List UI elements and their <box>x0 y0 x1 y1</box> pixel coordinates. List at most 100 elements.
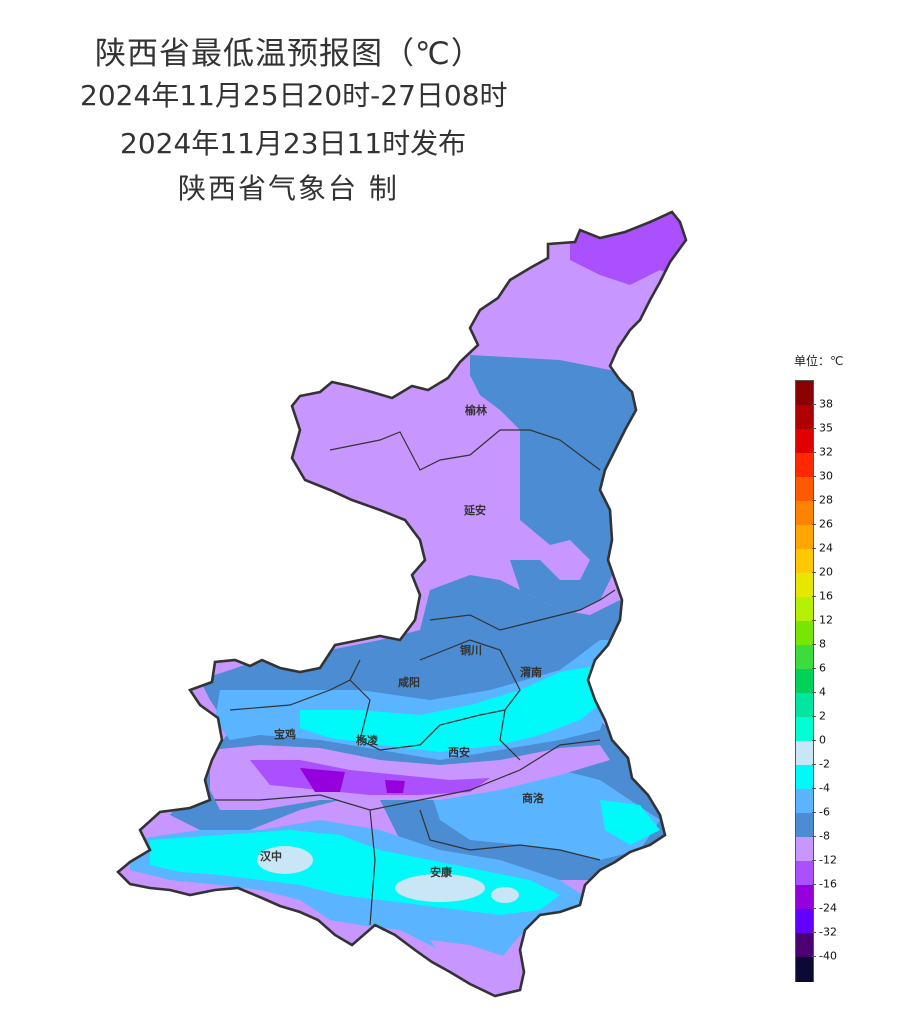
issuer: 陕西省气象台 制 <box>178 172 399 205</box>
legend-tick <box>812 812 816 813</box>
legend-swatch <box>796 573 813 598</box>
legend-label: -24 <box>819 901 837 915</box>
legend-label: -4 <box>819 781 830 795</box>
city-label: 安康 <box>430 865 453 879</box>
zone-minus2-hanzhong <box>257 846 313 874</box>
legend-tick <box>812 524 816 525</box>
legend-label: 8 <box>819 637 826 651</box>
legend-swatch <box>796 717 813 742</box>
city-labels: 榆林 延安 铜川 渭南 咸阳 宝鸡 杨凌 西安 商洛 汉中 安康 <box>260 403 545 879</box>
legend-swatch <box>796 885 813 910</box>
zone-minus2-ankang-east <box>491 887 519 903</box>
legend-tick <box>812 740 816 741</box>
legend-label: 35 <box>819 421 833 435</box>
border-ankang-shangluo <box>419 809 601 861</box>
legend-label: 16 <box>819 589 833 603</box>
legend-tick <box>812 836 816 837</box>
legend-swatch <box>796 957 813 982</box>
border-baoji-north <box>229 659 361 711</box>
city-label: 渭南 <box>520 665 542 679</box>
legend-swatch <box>796 837 813 862</box>
legend-label: -6 <box>819 805 830 819</box>
city-label: 汉中 <box>260 849 282 863</box>
legend-swatch <box>796 381 813 406</box>
legend-tick <box>812 716 816 717</box>
city-label: 商洛 <box>522 791 545 805</box>
zone-minus4-guanzhong <box>300 665 605 752</box>
legend-label: 0 <box>819 733 826 747</box>
legend-tick <box>812 572 816 573</box>
border-yanan-south <box>429 589 616 631</box>
issue-time: 2024年11月23日11时发布 <box>120 127 467 160</box>
legend-swatch <box>796 909 813 934</box>
city-label: 延安 <box>463 503 486 517</box>
legend-swatch <box>796 477 813 502</box>
temperature-fill <box>118 212 686 996</box>
legend-tick <box>812 668 816 669</box>
legend-label: 32 <box>819 445 833 459</box>
legend-tick <box>812 404 816 405</box>
legend-swatch <box>796 621 813 646</box>
zone-minus8-east <box>470 355 650 615</box>
legend-swatch <box>796 501 813 526</box>
border-tongchuan-weinan <box>419 639 521 761</box>
legend-swatch <box>796 789 813 814</box>
legend-tick <box>812 596 816 597</box>
zone-minus6-shangluo <box>430 770 660 860</box>
legend-label: 24 <box>819 541 833 555</box>
legend-swatch <box>796 765 813 790</box>
legend-label: 26 <box>819 517 833 531</box>
legend-tick <box>812 908 816 909</box>
legend-label: -16 <box>819 877 837 891</box>
legend-tick <box>812 620 816 621</box>
zone-minus24-taibai <box>300 768 345 792</box>
legend-tick <box>812 956 816 957</box>
legend-label: 2 <box>819 709 826 723</box>
legend-tick <box>812 476 816 477</box>
legend-tick <box>812 452 816 453</box>
legend-swatch <box>796 693 813 718</box>
legend-swatch <box>796 861 813 886</box>
city-label: 铜川 <box>459 643 482 657</box>
legend-label: -2 <box>819 757 830 771</box>
color-legend: 38 35 32 30 28 26 24 20 16 12 8 6 4 2 0 -2 -4 -6 -8 -12 -16-… <box>795 380 855 982</box>
legend-tick <box>812 860 816 861</box>
legend-swatch <box>796 741 813 766</box>
legend-tick <box>812 788 816 789</box>
legend-tick <box>812 932 816 933</box>
legend-swatch <box>796 549 813 574</box>
legend-unit: 单位：℃ <box>794 354 844 368</box>
forecast-period: 2024年11月25日20时-27日08时 <box>80 79 508 112</box>
border-qinling <box>215 739 601 811</box>
zone-minus12-south <box>430 940 520 996</box>
border-xianyang-xian <box>349 679 506 751</box>
legend-bar <box>795 380 814 982</box>
city-label: 榆林 <box>465 403 487 417</box>
legend-swatch <box>796 813 813 838</box>
legend-tick <box>812 548 816 549</box>
zone-minus16-qinling <box>250 760 490 795</box>
legend-label: 38 <box>819 397 833 411</box>
legend-swatch <box>796 525 813 550</box>
zone-minus24-east <box>385 780 405 793</box>
border-hanzhong-ankang <box>369 809 376 926</box>
city-label: 西安 <box>448 745 470 759</box>
legend-label: -40 <box>819 949 837 963</box>
legend-label: -12 <box>819 853 837 867</box>
city-label: 宝鸡 <box>274 727 296 741</box>
legend-label: 6 <box>819 661 826 675</box>
legend-swatch <box>796 597 813 622</box>
city-label: 咸阳 <box>398 675 420 689</box>
legend-swatch <box>796 669 813 694</box>
legend-swatch <box>796 405 813 430</box>
zone-minus4-east <box>600 800 660 845</box>
city-label: 杨凌 <box>356 733 379 747</box>
legend-tick <box>812 428 816 429</box>
legend-label: -8 <box>819 829 830 843</box>
legend-tick <box>812 764 816 765</box>
legend-tick <box>812 692 816 693</box>
legend-label: 12 <box>819 613 833 627</box>
legend-tick <box>812 644 816 645</box>
legend-tick <box>812 884 816 885</box>
